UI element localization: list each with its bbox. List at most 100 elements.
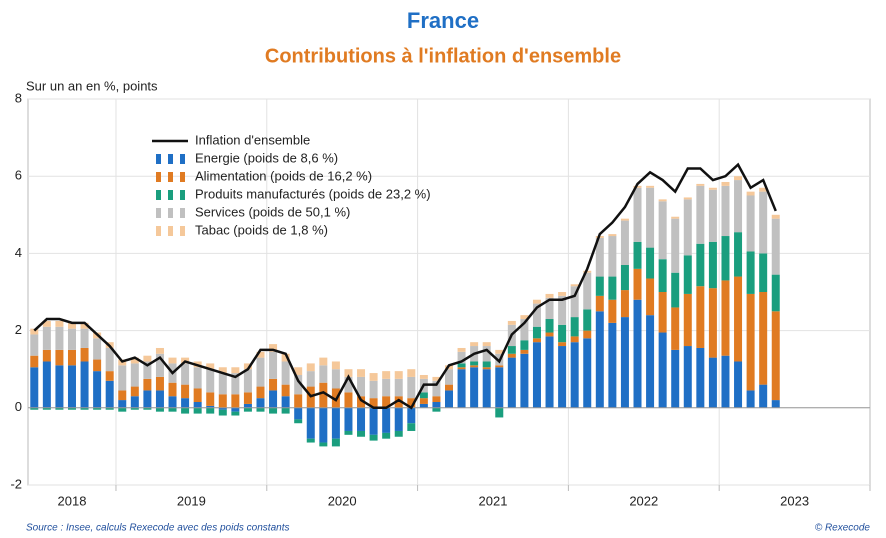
bar (507, 353, 516, 358)
bar (382, 371, 391, 379)
bar (281, 353, 290, 362)
bar (570, 284, 579, 287)
plot-frame (27, 98, 871, 486)
bar (130, 357, 139, 364)
bar (281, 407, 290, 414)
bar (620, 290, 629, 318)
bar (394, 430, 403, 437)
bar (269, 344, 278, 352)
x-tick-label: 2021 (479, 493, 508, 508)
bar (306, 371, 315, 387)
bar (759, 187, 768, 192)
bar (608, 236, 617, 277)
legend-label: Inflation d'ensemble (195, 132, 310, 147)
bar (105, 347, 114, 372)
bar (759, 292, 768, 385)
bar (734, 276, 743, 362)
bar (507, 346, 516, 354)
bar (570, 342, 579, 408)
bar (168, 357, 177, 364)
bar (470, 361, 479, 366)
bar (771, 400, 780, 408)
bar (67, 349, 76, 366)
legend-label: Produits manufacturés (poids de 23,2 %) (195, 186, 431, 201)
bar (470, 342, 479, 347)
bar (67, 407, 76, 410)
bar (143, 361, 152, 379)
bar (558, 346, 567, 408)
bar (105, 371, 114, 381)
bar (746, 195, 755, 252)
bar (646, 187, 655, 248)
bar (470, 365, 479, 368)
bar (771, 311, 780, 401)
legend-label: Alimentation (poids de 16,2 %) (195, 168, 372, 183)
bar (168, 407, 177, 412)
bar (130, 407, 139, 410)
bar (432, 407, 441, 412)
bar (118, 365, 127, 391)
bar (218, 367, 227, 374)
bar (683, 199, 692, 256)
bar (532, 342, 541, 408)
bar (256, 357, 265, 387)
bar (432, 402, 441, 408)
chart-subtitle: Contributions à l'inflation d'ensemble (265, 45, 621, 67)
bar (231, 367, 240, 374)
bar (771, 218, 780, 275)
bar (382, 407, 391, 433)
bar (646, 185, 655, 188)
bar (520, 340, 529, 350)
source: Source : Insee, calculs Rexecode avec de… (26, 523, 289, 534)
bar (319, 365, 328, 383)
legend-label: Services (poids de 50,1 %) (195, 204, 350, 219)
bar (708, 241, 717, 289)
bar (558, 295, 567, 325)
bar (269, 390, 278, 408)
bar (532, 326, 541, 339)
bar (520, 319, 529, 341)
bar (130, 363, 139, 387)
bar (759, 384, 768, 408)
bar (369, 398, 378, 408)
bar (545, 332, 554, 337)
bar (357, 376, 366, 397)
bar (382, 432, 391, 439)
bar (243, 369, 252, 393)
bar (394, 378, 403, 397)
bar (181, 363, 190, 385)
bar (721, 185, 730, 237)
bar (42, 320, 51, 327)
bar (419, 398, 428, 404)
legend-swatch (180, 154, 185, 164)
bar (721, 280, 730, 356)
bar (42, 326, 51, 350)
bar (294, 394, 303, 408)
bar (155, 390, 164, 408)
bar (419, 374, 428, 379)
bar (583, 338, 592, 408)
bar (620, 218, 629, 221)
bar (206, 392, 215, 406)
bar (294, 374, 303, 395)
bar (357, 369, 366, 377)
legend-swatch (168, 154, 173, 164)
bar (570, 317, 579, 337)
bar (746, 191, 755, 196)
bar (646, 315, 655, 408)
bar (281, 361, 290, 385)
bar (67, 365, 76, 408)
bar (470, 367, 479, 408)
bar (520, 353, 529, 408)
bar (369, 407, 378, 435)
bar (93, 359, 102, 372)
bar (294, 367, 303, 375)
bar (181, 398, 190, 408)
bar (419, 392, 428, 399)
bar (243, 392, 252, 404)
bar (646, 247, 655, 279)
bar (771, 274, 780, 312)
bar (231, 394, 240, 408)
bar (306, 438, 315, 443)
bar (696, 183, 705, 186)
